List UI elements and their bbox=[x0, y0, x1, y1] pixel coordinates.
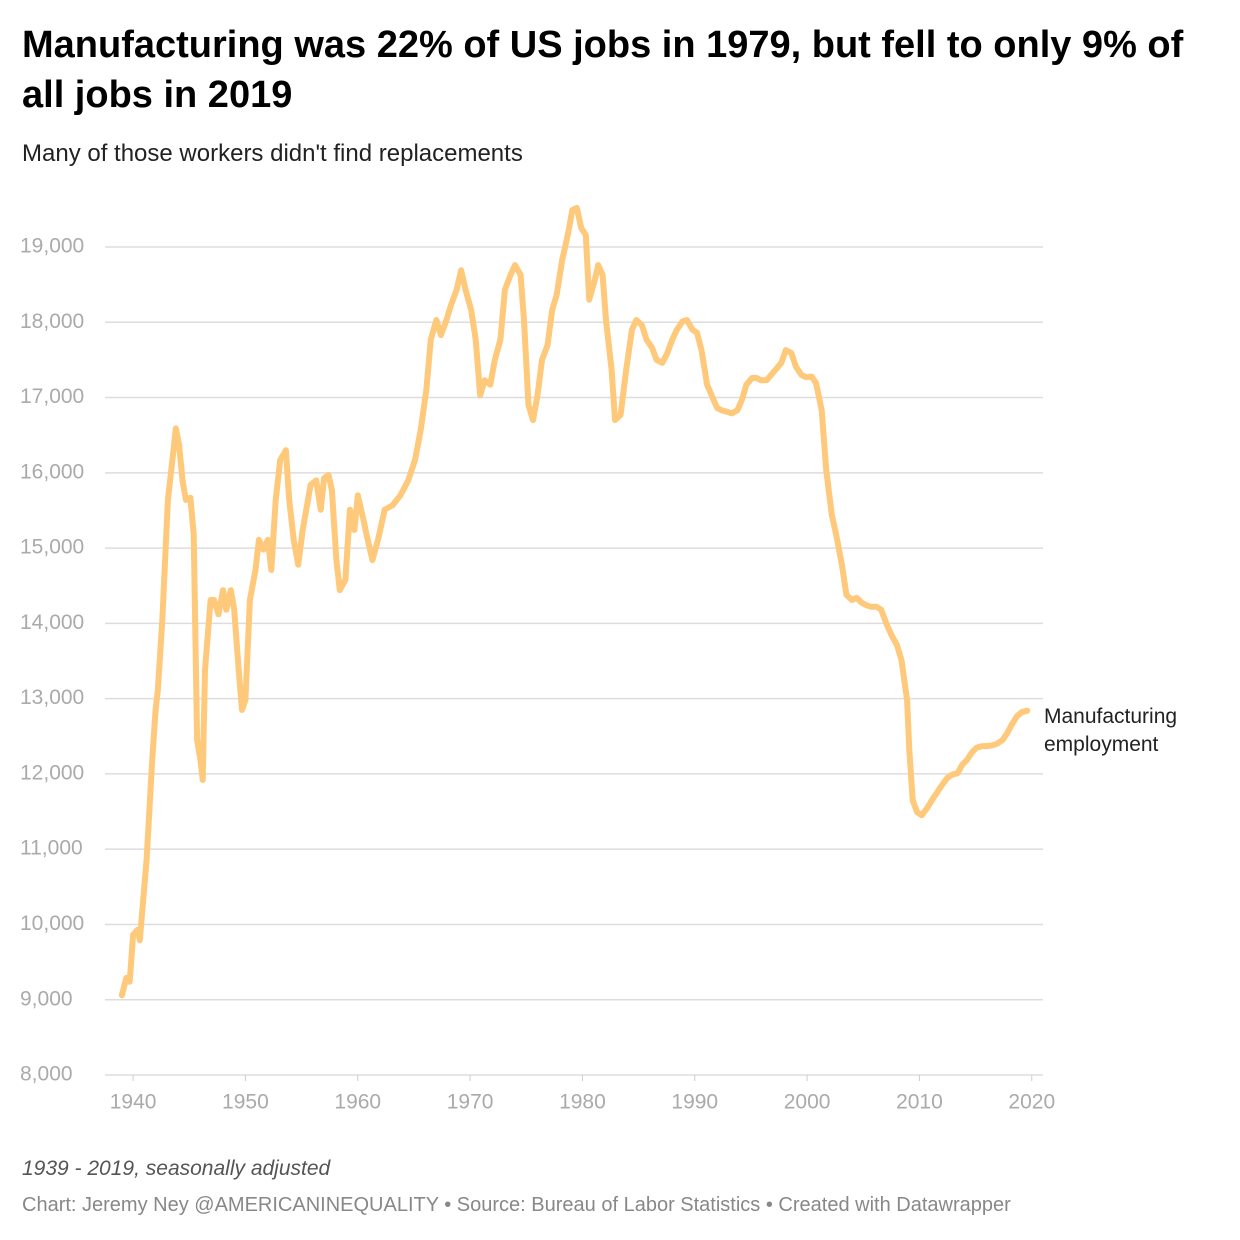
y-tick-label: 14,000 bbox=[20, 611, 84, 634]
y-tick-label: 18,000 bbox=[20, 310, 84, 333]
y-tick-label: 15,000 bbox=[20, 536, 84, 559]
x-tick-label: 1990 bbox=[671, 1091, 718, 1114]
y-tick-label: 17,000 bbox=[20, 385, 84, 408]
x-tick-label: 2000 bbox=[784, 1091, 831, 1114]
y-tick-label: 10,000 bbox=[20, 912, 84, 935]
y-tick-label: 9,000 bbox=[20, 987, 73, 1010]
y-tick-label: 16,000 bbox=[20, 460, 84, 483]
y-tick-label: 11,000 bbox=[20, 837, 83, 860]
x-tick-label: 1980 bbox=[559, 1091, 606, 1114]
series-label: Manufacturing employment bbox=[1044, 705, 1178, 756]
x-tick-label: 2020 bbox=[1008, 1091, 1055, 1114]
y-tick-label: 12,000 bbox=[20, 761, 84, 784]
chart-footer: Chart: Jeremy Ney @AMERICANINEQUALITY • … bbox=[22, 1194, 1011, 1216]
y-tick-label: 19,000 bbox=[20, 235, 84, 258]
line bbox=[118, 204, 1031, 999]
y-tick-label: 13,000 bbox=[20, 686, 84, 709]
chart-title: Manufacturing was 22% of US jobs in 1979… bbox=[22, 24, 1184, 116]
x-tick-label: 1950 bbox=[222, 1091, 269, 1114]
y-tick-label: 8,000 bbox=[20, 1063, 73, 1086]
x-tick-label: 2010 bbox=[896, 1091, 943, 1114]
chart-subtitle: Many of those workers didn't find replac… bbox=[22, 140, 523, 167]
x-tick-label: 1970 bbox=[447, 1091, 494, 1114]
x-tick-label: 1960 bbox=[334, 1091, 381, 1114]
x-tick-label: 1940 bbox=[110, 1091, 157, 1114]
chart-note: 1939 - 2019, seasonally adjusted bbox=[22, 1157, 331, 1180]
